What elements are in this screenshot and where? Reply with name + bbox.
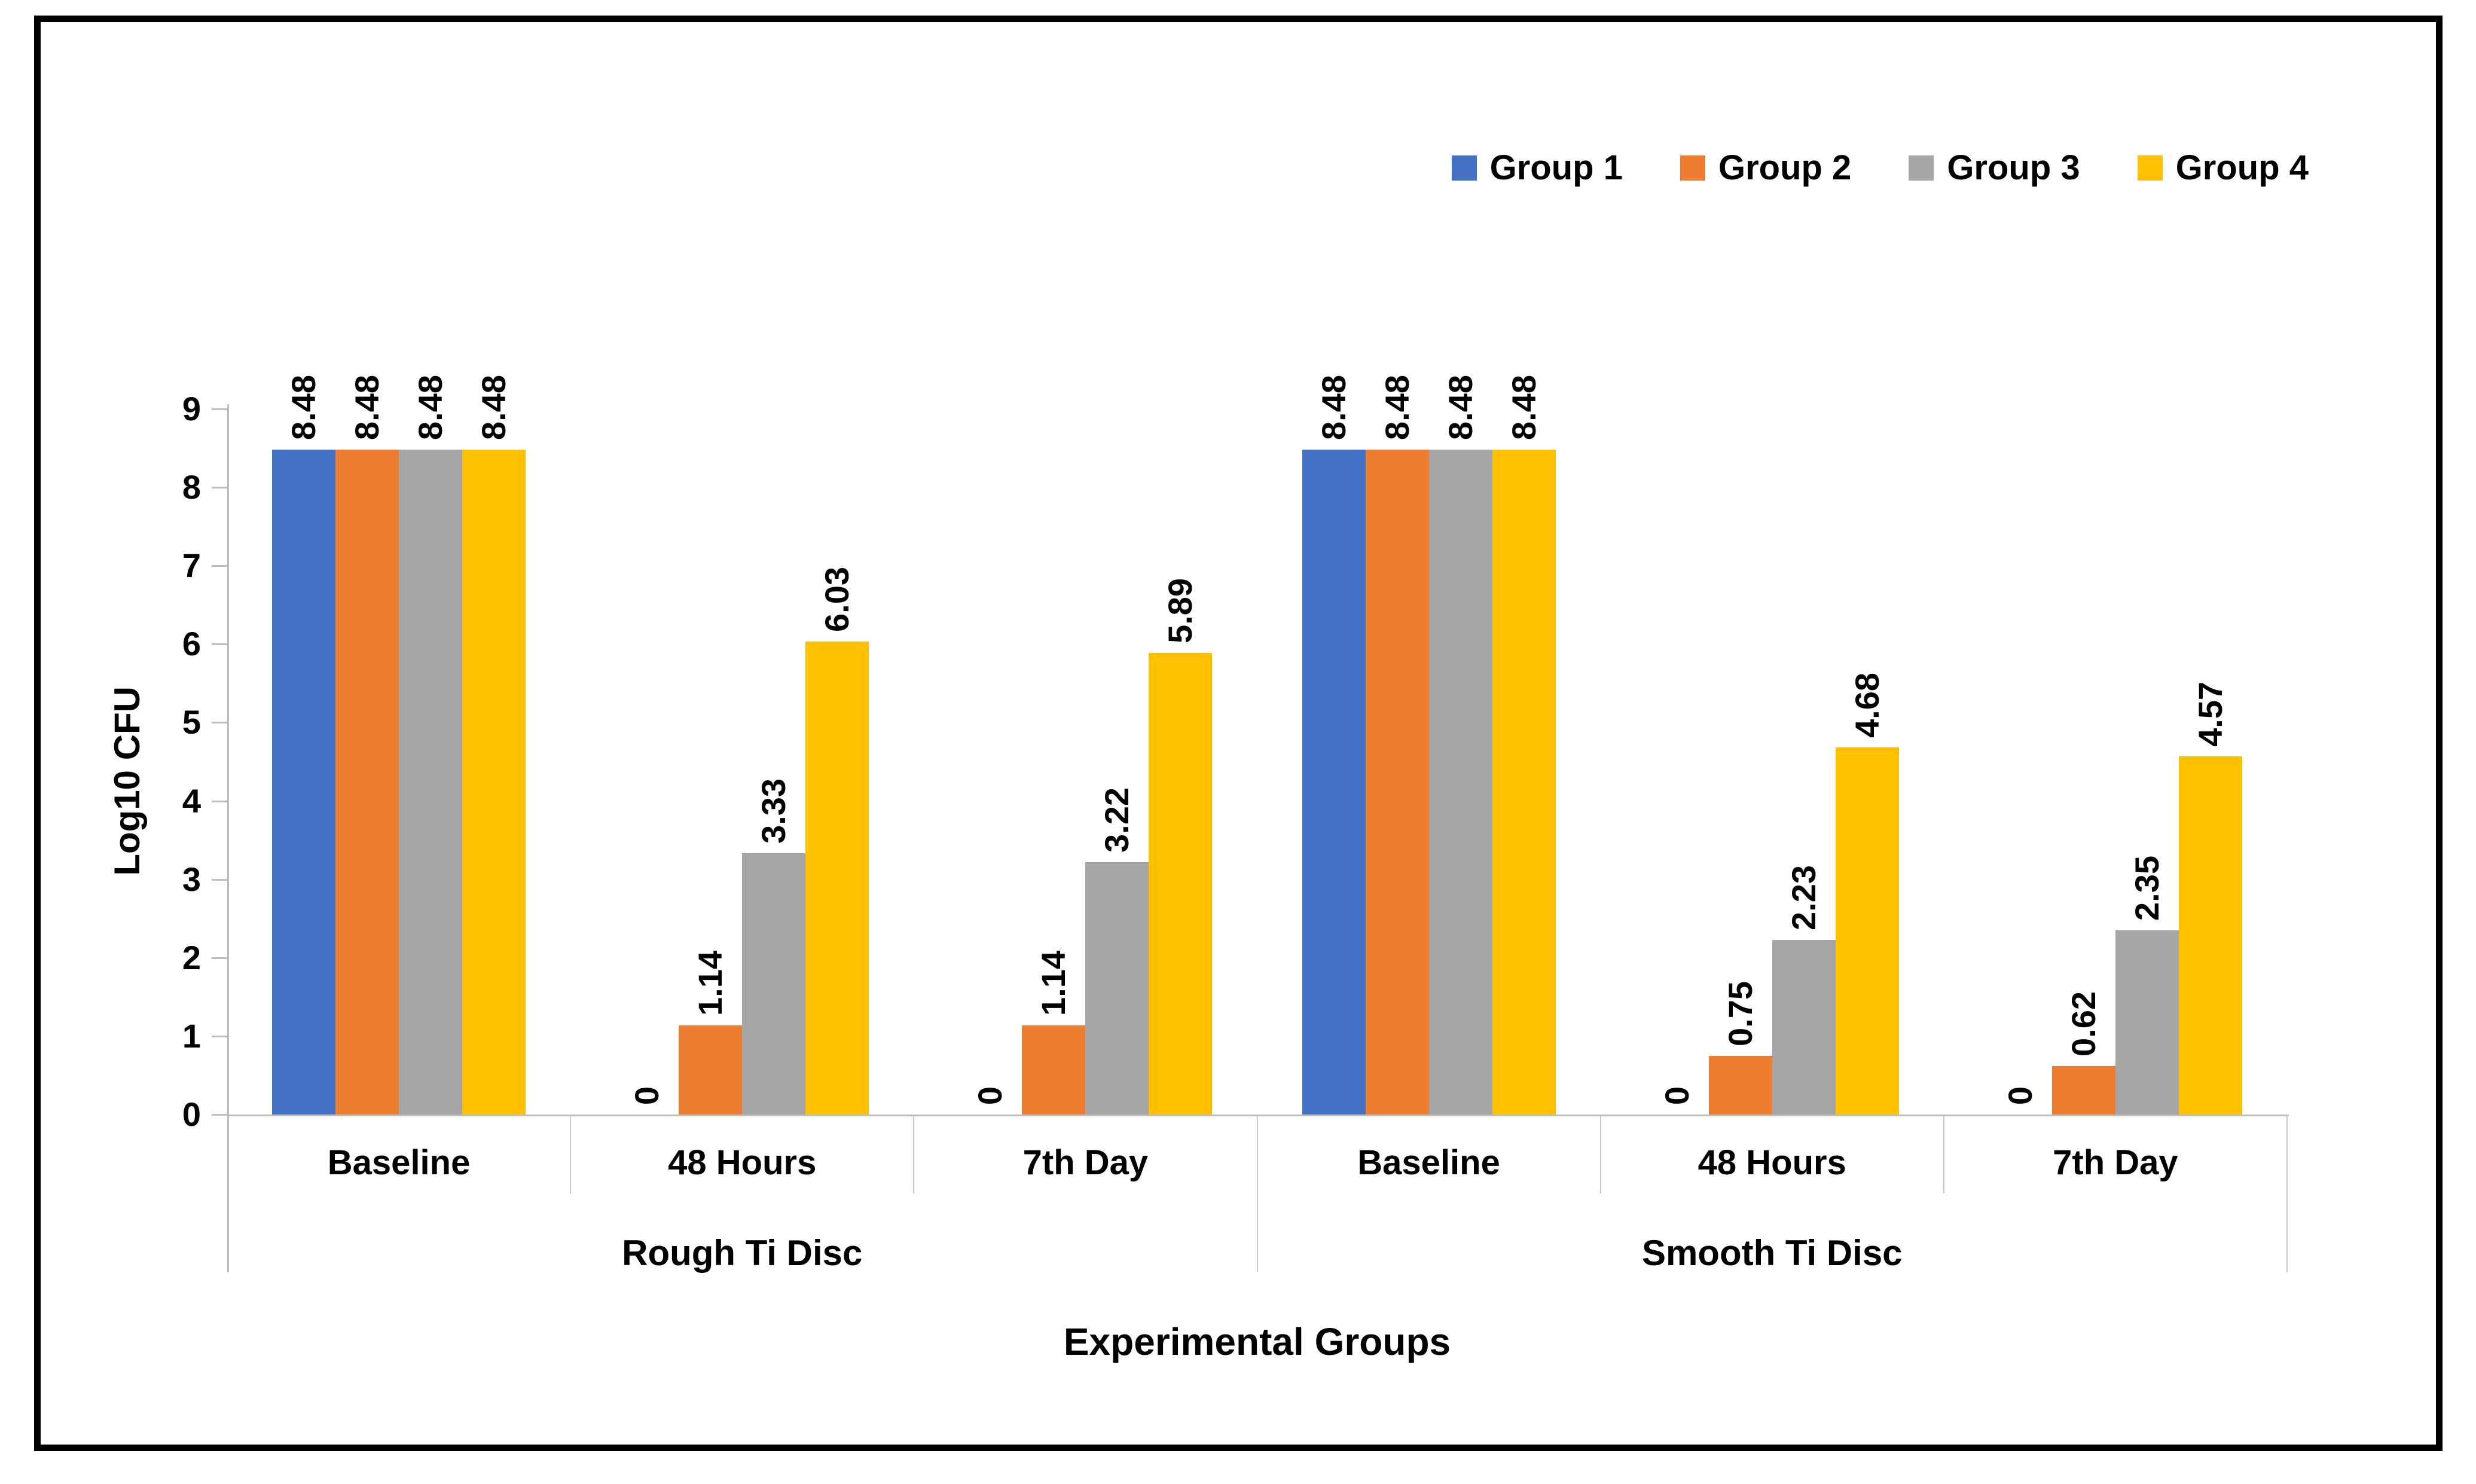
y-axis-line [227,404,229,1272]
bar-value-label: 4.68 [1848,673,1886,738]
category-divider [913,1116,915,1193]
bar-group-4 [2178,756,2242,1114]
category-label: 7th Day [1022,1143,1149,1182]
bar-group-3 [1772,939,1836,1114]
bar-value-label: 3.33 [755,778,793,844]
bar-value-label: 8.48 [1378,375,1416,441]
bar-group-3 [399,450,463,1114]
y-tick-label: 6 [182,625,201,663]
y-tick-mark [212,565,227,567]
bar-group-3 [2115,930,2179,1114]
category-label: 48 Hours [1698,1143,1846,1182]
y-tick-label: 8 [182,468,201,506]
bar-value-label: 0 [2001,1086,2039,1105]
legend-swatch-group-4 [2137,155,2163,181]
bar-value-label: 0 [971,1086,1009,1105]
bar-group-2 [1708,1055,1772,1114]
bar-group-2 [2051,1065,2115,1114]
y-tick-label: 5 [182,703,201,741]
category-divider [570,1116,572,1193]
group-divider [2286,1116,2288,1272]
bar-value-label: 3.22 [1098,787,1136,853]
bar-value-label: 0 [628,1086,666,1105]
bar-group-2 [1365,450,1429,1114]
bar-value-label: 0 [1657,1086,1696,1105]
category-label: 48 Hours [668,1143,817,1182]
category-label: Baseline [327,1143,471,1182]
x-axis-line [227,1114,2289,1116]
group-label: Smooth Ti Disc [1641,1233,1903,1273]
legend-label: Group 1 [1489,148,1623,187]
bar-value-label: 1.14 [1034,950,1073,1016]
legend-item: Group 4 [2137,148,2309,187]
figure-border [34,16,2443,1451]
bar-group-4 [1492,450,1556,1114]
bar-group-3 [742,853,806,1114]
legend-label: Group 2 [1718,148,1852,187]
bar-group-1 [272,450,336,1114]
legend-label: Group 3 [1947,148,2080,187]
group-divider [1256,1116,1258,1272]
bar-group-4 [1149,652,1213,1114]
legend-swatch-group-1 [1451,155,1477,181]
legend-item: Group 3 [1909,151,2080,185]
legend-item: Group 2 [1680,151,1851,185]
category-divider [1943,1116,1944,1193]
bar-group-1 [1302,450,1366,1114]
bar-value-label: 8.48 [1504,375,1543,441]
bar-value-label: 8.48 [411,375,450,441]
legend-swatch-group-3 [1909,155,1934,181]
y-tick-mark [212,643,227,646]
bar-value-label: 2.35 [2127,855,2166,921]
y-tick-mark [212,1114,227,1116]
y-tick-mark [212,487,227,489]
bar-value-label: 8.48 [348,375,386,441]
y-tick-label: 1 [182,1016,201,1055]
y-tick-mark [212,878,227,881]
bar-value-label: 5.89 [1161,578,1199,643]
bar-group-2 [679,1025,743,1114]
y-tick-mark [212,957,227,959]
bar-value-label: 1.14 [691,950,729,1016]
bar-value-label: 0.62 [2064,991,2102,1056]
bar-value-label: 6.03 [818,567,856,633]
y-tick-label: 2 [182,938,201,976]
y-tick-mark [212,722,227,724]
bar-group-3 [1428,450,1492,1114]
bar-value-label: 8.48 [1314,375,1353,441]
bar-value-label: 8.48 [1441,375,1479,441]
bar-value-label: 8.48 [285,375,323,441]
bar-group-4 [462,450,526,1114]
y-tick-mark [212,408,227,410]
y-tick-mark [212,800,227,802]
x-axis-title: Experimental Groups [1063,1320,1451,1363]
bar-group-2 [335,450,399,1114]
group-label: Rough Ti Disc [622,1233,863,1273]
bar-value-label: 2.23 [1784,865,1822,930]
legend-item: Group 1 [1451,148,1623,187]
bar-value-label: 8.48 [475,375,513,441]
bar-value-label: 4.57 [2191,681,2229,747]
y-tick-label: 4 [182,781,201,820]
legend: Group 1 Group 2 Group 3 Group 4 [1451,148,2309,187]
bar-group-4 [805,642,869,1114]
category-divider [1599,1116,1601,1193]
bar-group-3 [1085,862,1149,1114]
y-tick-label: 7 [182,546,201,585]
category-label: 7th Day [2053,1143,2178,1182]
legend-swatch-group-2 [1680,155,1705,181]
y-tick-label: 9 [182,390,201,428]
bar-value-label: 0.75 [1721,981,1759,1046]
category-label: Baseline [1357,1143,1500,1182]
bar-group-4 [1835,747,1899,1114]
y-tick-mark [212,1035,227,1037]
y-tick-label: 3 [182,860,201,898]
y-tick-label: 0 [182,1095,201,1133]
legend-label: Group 4 [2175,148,2309,187]
bar-group-2 [1022,1025,1086,1114]
